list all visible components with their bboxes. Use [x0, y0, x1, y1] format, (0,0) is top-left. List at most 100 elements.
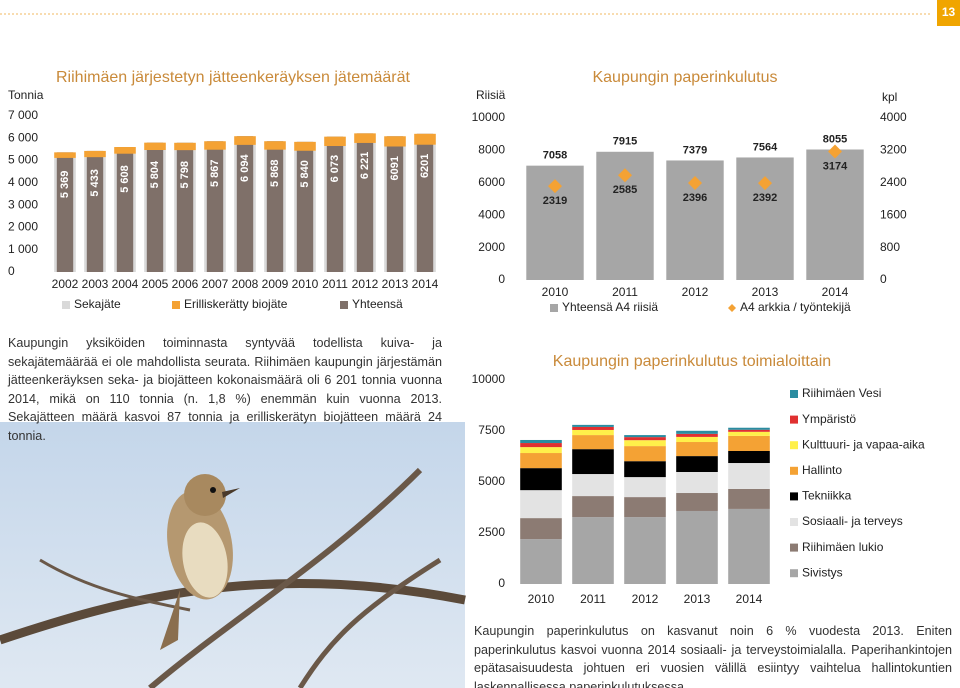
bar-segment: [54, 152, 76, 158]
x-tick-label: 2010: [292, 277, 319, 291]
y-tick-label: 2000: [478, 240, 505, 254]
bar-segment: [736, 157, 794, 280]
legend-label: Kulttuuri- ja vapaa-aika: [802, 437, 925, 451]
y2-tick-label: 4000: [880, 110, 907, 124]
bar-segment: [728, 429, 770, 432]
y2-tick-label: 2400: [880, 175, 907, 189]
text-block: Kaupungin yksiköiden toiminnasta syntyvä…: [8, 336, 442, 443]
x-tick-label: 2004: [112, 277, 139, 291]
data-label: 6 094: [239, 154, 251, 182]
chart-title: Riihimäen järjestetyn jätteenkeräyksen j…: [56, 69, 411, 86]
legend-swatch: [790, 492, 798, 501]
bar-total: [326, 136, 344, 272]
data-label: 7379: [683, 144, 707, 156]
data-label: 6091: [389, 156, 401, 180]
legend-swatch: [790, 415, 798, 424]
data-label: 5 433: [89, 169, 101, 197]
bar-segment: [354, 133, 376, 143]
bar-segment: [676, 430, 718, 434]
bar-segment: [520, 453, 562, 469]
x-tick-label: 2006: [172, 277, 199, 291]
bar-segment: [624, 435, 666, 438]
page-number: 13: [942, 5, 956, 19]
x-tick-label: 2010: [542, 285, 569, 299]
y2-tick-label: 1600: [880, 207, 907, 221]
bar-segment: [174, 142, 196, 151]
x-tick-label: 2005: [142, 277, 169, 291]
data-label: 2392: [753, 192, 777, 204]
bar-segment: [676, 436, 718, 443]
bar-segment: [384, 136, 406, 147]
legend-swatch: [790, 390, 798, 398]
bar-segment: [624, 437, 666, 441]
photo: [0, 422, 466, 688]
data-label: 5 867: [209, 159, 221, 187]
legend-label: Hallinto: [802, 463, 842, 477]
x-tick-label: 2011: [612, 285, 638, 299]
bar-segment: [728, 508, 770, 584]
bar-segment: [520, 490, 562, 519]
x-tick-label: 2012: [682, 285, 709, 299]
x-tick-label: 2011: [580, 592, 606, 606]
x-tick-label: 2009: [262, 277, 289, 291]
bar-segment: [624, 517, 666, 584]
y-tick-label: 4000: [478, 207, 505, 221]
bar-segment: [520, 447, 562, 454]
marker: [688, 175, 702, 190]
data-label: 7058: [543, 150, 567, 162]
y-tick-label: 8000: [478, 143, 505, 157]
bar-segment: [728, 463, 770, 489]
y-tick-label: 0: [498, 272, 505, 286]
y-tick-label: 1 000: [8, 242, 38, 256]
x-tick-label: 2014: [736, 592, 763, 606]
bar-segment: [572, 424, 614, 427]
bar-total: [86, 150, 104, 272]
legend-label: Riihimäen Vesi: [802, 386, 881, 400]
legend-label: Sosiaali- ja terveys: [802, 514, 903, 528]
x-tick-label: 2003: [82, 277, 109, 291]
y-tick-label: 6 000: [8, 130, 38, 144]
bar-segment: [728, 435, 770, 451]
marker: [758, 176, 772, 191]
x-tick-label: 2013: [684, 592, 711, 606]
bar-total: [386, 136, 404, 272]
bar-segment: [84, 150, 106, 158]
bar-segment: [114, 147, 136, 154]
marker: [618, 168, 632, 183]
legend-label: Sivistys: [802, 565, 843, 579]
y2-tick-label: 0: [880, 272, 887, 286]
bar-segment: [520, 443, 562, 448]
y-tick-label: 0: [498, 576, 505, 590]
y-tick-label: 5000: [478, 474, 505, 488]
bar-total: [206, 141, 224, 272]
bar-segment: [676, 472, 718, 494]
y-tick-label: 7500: [478, 423, 505, 437]
legend-swatch: [172, 301, 180, 309]
legend-swatch: [62, 301, 70, 309]
y-tick-label: 3 000: [8, 197, 38, 211]
marker: [828, 144, 842, 159]
bar-segment: [204, 141, 226, 150]
data-label: 5 840: [299, 160, 311, 188]
bar-total: [116, 147, 134, 272]
data-label: 5 798: [179, 161, 191, 189]
legend-swatch: [340, 301, 348, 309]
bar-segment: [414, 133, 436, 145]
bar-segment: [324, 136, 346, 147]
bar-segment: [676, 493, 718, 511]
bar-segment: [572, 449, 614, 475]
page-number-box: [937, 0, 960, 26]
x-tick-label: 2010: [528, 592, 555, 606]
x-tick-label: 2012: [632, 592, 659, 606]
bar-segment: [264, 141, 286, 150]
bar-segment: [676, 442, 718, 457]
data-label: 5 369: [59, 171, 71, 199]
data-label: 2396: [683, 192, 707, 204]
bar-segment: [806, 149, 864, 280]
bar-segment: [728, 427, 770, 430]
bar-segment: [624, 446, 666, 462]
legend-label: Yhteensä: [352, 297, 403, 311]
legend-swatch: [550, 304, 558, 312]
y-tick-label: 10000: [472, 372, 506, 386]
